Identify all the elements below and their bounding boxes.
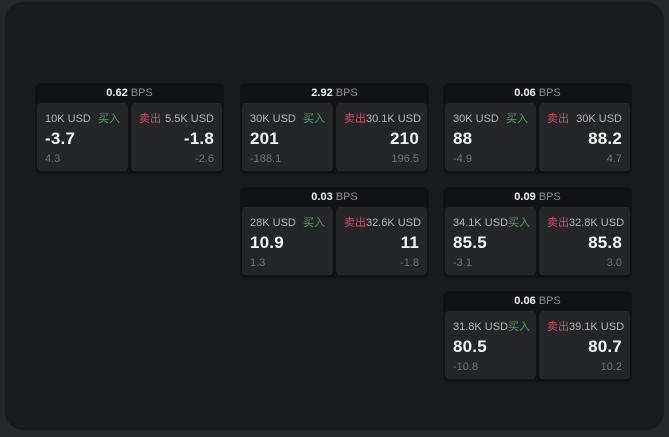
sell-tag: 卖出 <box>547 113 569 125</box>
card-header: 0.62 BPS <box>37 83 222 103</box>
buy-amount-label: 31.8K USD <box>453 321 509 333</box>
buy-sub-value: 4.3 <box>45 153 61 165</box>
sell-amount-label: 32.8K USD <box>569 217 625 229</box>
buy-price: 85.5 <box>453 233 487 252</box>
sell-sub-value: 3.0 <box>606 257 622 269</box>
sell-tag: 卖出 <box>344 217 366 229</box>
bps-value: 0.62 <box>106 87 128 99</box>
buy-amount-label: 34.1K USD <box>453 217 509 229</box>
sell-amount-label: 30K USD <box>576 113 622 125</box>
buy-amount-label: 10K USD <box>45 113 91 125</box>
buy-price: 80.5 <box>453 337 487 356</box>
buy-price: 10.9 <box>250 233 284 252</box>
bps-unit-label: BPS <box>538 87 561 99</box>
card-header: 0.06 BPS <box>445 291 630 311</box>
buy-price: -3.7 <box>45 129 76 148</box>
sell-tag: 卖出 <box>547 321 569 333</box>
buy-price: 201 <box>250 129 279 148</box>
quote-card: 0.03 BPS 28K USD 买入 10.9 1.3 卖出 32.6K USD… <box>240 187 429 278</box>
sell-price: 88.2 <box>588 129 622 148</box>
quote-card: 0.06 BPS 31.8K USD 买入 80.5 -10.8 卖出 39.1K… <box>443 291 632 382</box>
buy-tag: 买入 <box>508 321 531 333</box>
sell-price: 80.7 <box>588 337 622 356</box>
quote-card: 0.06 BPS 30K USD 买入 88 -4.9 卖出 30K USD 88… <box>443 83 632 174</box>
bps-unit-label: BPS <box>130 87 153 99</box>
bps-value: 0.06 <box>514 295 536 307</box>
buy-tag: 买入 <box>506 113 528 125</box>
buy-panel[interactable]: 30K USD 买入 201 -188.1 <box>242 103 333 171</box>
buy-panel[interactable]: 10K USD 买入 -3.7 4.3 <box>37 103 128 171</box>
sell-panel[interactable]: 卖出 5.5K USD -1.8 -2.6 <box>131 103 222 171</box>
buy-amount-label: 30K USD <box>453 113 499 125</box>
sell-price: -1.8 <box>183 129 214 148</box>
buy-sub-value: 1.3 <box>250 257 266 269</box>
buy-tag: 买入 <box>98 113 120 125</box>
buy-panel[interactable]: 28K USD 买入 10.9 1.3 <box>242 207 333 275</box>
bps-value: 0.09 <box>514 191 536 203</box>
sell-tag: 卖出 <box>547 217 569 229</box>
app-window: 0.62 BPS 10K USD 买入 -3.7 4.3 卖出 5.5K USD … <box>5 2 664 430</box>
card-header: 0.03 BPS <box>242 187 427 207</box>
bps-value: 2.92 <box>311 87 333 99</box>
sell-amount-label: 30.1K USD <box>366 113 422 125</box>
bps-unit-label: BPS <box>335 87 358 99</box>
bps-value: 0.03 <box>311 191 333 203</box>
buy-tag: 买入 <box>303 113 325 125</box>
buy-sub-value: -10.8 <box>453 361 479 373</box>
sell-tag: 卖出 <box>139 113 161 125</box>
buy-sub-value: -188.1 <box>250 153 282 165</box>
sell-panel[interactable]: 卖出 32.6K USD 11 -1.8 <box>336 207 427 275</box>
bps-unit-label: BPS <box>335 191 358 203</box>
buy-panel[interactable]: 34.1K USD 买入 85.5 -3.1 <box>445 207 536 275</box>
sell-sub-value: 196.5 <box>391 153 419 165</box>
buy-tag: 买入 <box>508 217 531 229</box>
sell-price: 210 <box>390 129 419 148</box>
sell-amount-label: 39.1K USD <box>569 321 625 333</box>
buy-panel[interactable]: 30K USD 买入 88 -4.9 <box>445 103 536 171</box>
sell-price: 11 <box>400 233 419 252</box>
sell-panel[interactable]: 卖出 39.1K USD 80.7 10.2 <box>539 311 630 379</box>
bps-unit-label: BPS <box>538 191 561 203</box>
buy-sub-value: -4.9 <box>453 153 472 165</box>
sell-amount-label: 5.5K USD <box>165 113 214 125</box>
sell-panel[interactable]: 卖出 30.1K USD 210 196.5 <box>336 103 427 171</box>
sell-panel[interactable]: 卖出 32.8K USD 85.8 3.0 <box>539 207 630 275</box>
quote-card: 0.62 BPS 10K USD 买入 -3.7 4.3 卖出 5.5K USD … <box>35 83 224 174</box>
sell-sub-value: -2.6 <box>195 153 214 165</box>
card-header: 0.06 BPS <box>445 83 630 103</box>
card-header: 0.09 BPS <box>445 187 630 207</box>
card-header: 2.92 BPS <box>242 83 427 103</box>
quote-card: 0.09 BPS 34.1K USD 买入 85.5 -3.1 卖出 32.8K … <box>443 187 632 278</box>
sell-sub-value: -1.8 <box>400 257 419 269</box>
bps-value: 0.06 <box>514 87 536 99</box>
buy-sub-value: -3.1 <box>453 257 472 269</box>
sell-amount-label: 32.6K USD <box>366 217 422 229</box>
buy-tag: 买入 <box>303 217 325 229</box>
buy-amount-label: 28K USD <box>250 217 296 229</box>
bps-unit-label: BPS <box>538 295 561 307</box>
buy-price: 88 <box>453 129 473 148</box>
buy-amount-label: 30K USD <box>250 113 296 125</box>
sell-panel[interactable]: 卖出 30K USD 88.2 4.7 <box>539 103 630 171</box>
sell-sub-value: 4.7 <box>606 153 622 165</box>
quote-card: 2.92 BPS 30K USD 买入 201 -188.1 卖出 30.1K U… <box>240 83 429 174</box>
buy-panel[interactable]: 31.8K USD 买入 80.5 -10.8 <box>445 311 536 379</box>
sell-tag: 卖出 <box>344 113 366 125</box>
sell-sub-value: 10.2 <box>600 361 622 373</box>
sell-price: 85.8 <box>588 233 622 252</box>
